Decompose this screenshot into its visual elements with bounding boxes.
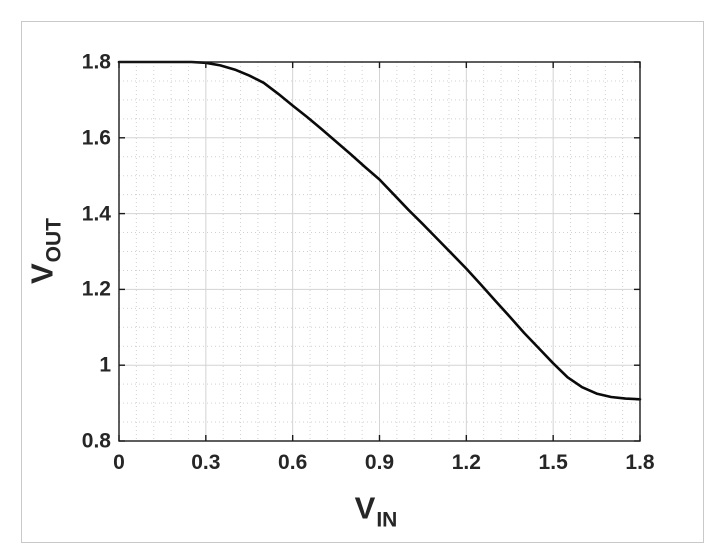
x-tick-label: 1.8 xyxy=(625,451,655,474)
x-axis-label-subscript: IN xyxy=(376,508,398,532)
y-tick-label: 0.8 xyxy=(81,429,111,453)
y-tick-label: 1.8 xyxy=(81,50,111,74)
x-axis-label: VIN xyxy=(354,490,398,531)
y-tick-label: 1.6 xyxy=(81,126,111,150)
y-axis-label: VOUT xyxy=(24,218,66,285)
x-tick-label: 0.3 xyxy=(191,451,221,474)
y-tick-label: 1.4 xyxy=(81,202,111,226)
x-tick-label: 0.6 xyxy=(278,451,308,474)
x-axis-label-main: V xyxy=(354,490,376,526)
y-tick-label: 1 xyxy=(99,353,111,377)
x-tick-label: 0.9 xyxy=(364,451,395,474)
y-tick-label: 1.2 xyxy=(81,277,111,301)
x-tick-label: 0 xyxy=(113,451,125,474)
x-tick-label: 1.5 xyxy=(538,451,568,474)
y-axis-label-main: V xyxy=(24,263,60,285)
y-axis-label-subscript: OUT xyxy=(42,217,66,263)
x-tick-label: 1.2 xyxy=(451,451,481,474)
